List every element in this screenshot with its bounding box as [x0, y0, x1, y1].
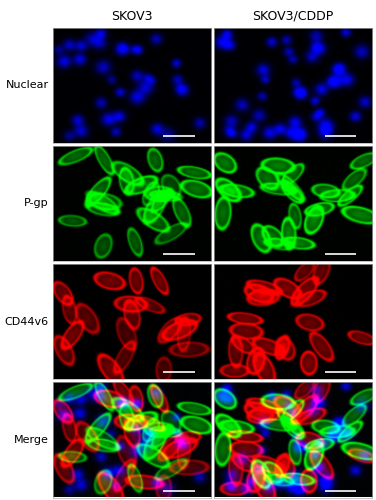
Text: CD44v6: CD44v6: [5, 316, 49, 326]
Text: Merge: Merge: [14, 435, 49, 445]
Text: SKOV3: SKOV3: [111, 10, 153, 22]
Text: P-gp: P-gp: [24, 198, 49, 208]
Text: Nuclear: Nuclear: [6, 80, 49, 90]
Text: SKOV3/CDDP: SKOV3/CDDP: [252, 10, 334, 22]
